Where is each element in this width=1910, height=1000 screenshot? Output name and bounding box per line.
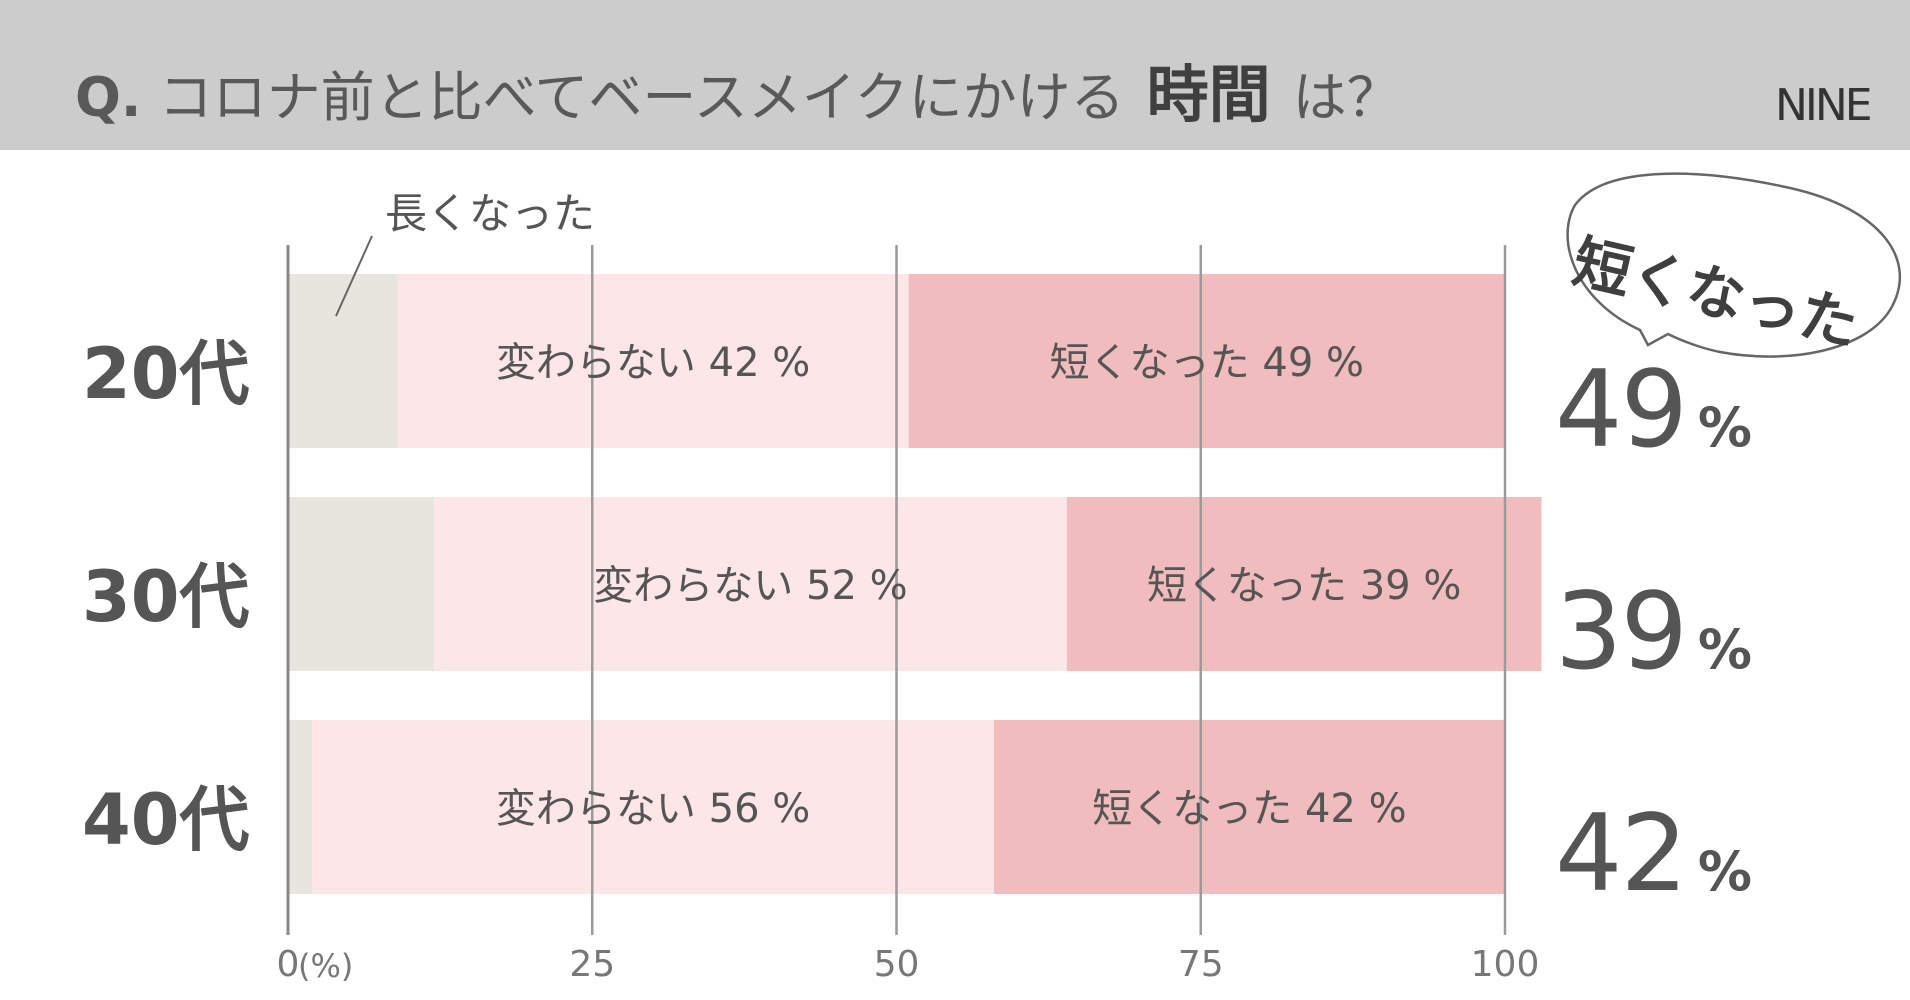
- segment-label-unchanged-20s: 変わらない 42 %: [496, 340, 810, 386]
- speech-bubble: [1566, 172, 1902, 358]
- bar-shorter-20s: [908, 274, 1505, 448]
- segment-label-shorter-30s: 短くなった 39 %: [1147, 563, 1461, 609]
- bar-longer-40s: [288, 720, 313, 894]
- bar-unchanged-30s: [434, 497, 1067, 671]
- highlight-percent-30s: 39%: [1555, 570, 1752, 693]
- highlight-value: 42: [1555, 792, 1688, 915]
- segment-label-unchanged-30s: 変わらない 52 %: [593, 563, 907, 609]
- x-tick-label-50: 50: [873, 944, 920, 985]
- highlight-value: 49: [1555, 348, 1688, 471]
- title-text: コロナ前と比べてベースメイクにかける: [158, 66, 1125, 129]
- bar-longer-30s: [288, 497, 435, 671]
- x-tick-label-25: 25: [569, 944, 616, 985]
- x-unit-label: (%): [298, 947, 354, 985]
- bar-shorter-40s: [993, 720, 1505, 894]
- segment-label-shorter-20s: 短くなった 49 %: [1050, 340, 1364, 386]
- title-emphasis: 時間: [1146, 58, 1271, 131]
- page-title: Q. コロナ前と比べてベースメイクにかける 時間 は？: [75, 44, 1401, 134]
- highlight-percent-40s: 42%: [1555, 792, 1752, 915]
- title-suffix: は？: [1292, 66, 1401, 129]
- x-tick-label-75: 75: [1177, 944, 1224, 985]
- highlight-unit: %: [1697, 618, 1752, 681]
- highlight-value: 39: [1555, 570, 1688, 693]
- brand-logo: NINE: [1775, 80, 1873, 131]
- bar-shorter-30s: [1066, 497, 1542, 671]
- row-label-40s: 40代: [82, 779, 250, 861]
- segment-label-unchanged-40s: 変わらない 56 %: [496, 786, 810, 832]
- highlight-percent-20s: 49%: [1555, 348, 1752, 471]
- highlight-unit: %: [1697, 396, 1752, 459]
- x-tick-label-100: 100: [1470, 944, 1540, 985]
- title-prefix: Q.: [75, 66, 142, 129]
- callout-label-longer: 長くなった: [385, 189, 596, 238]
- callout-leader-line: [335, 235, 373, 317]
- x-tick-label-0: 0: [276, 944, 300, 985]
- segment-label-shorter-40s: 短くなった 42 %: [1092, 786, 1406, 832]
- highlight-unit: %: [1697, 840, 1752, 903]
- row-label-30s: 30代: [82, 556, 250, 638]
- row-label-20s: 20代: [82, 333, 250, 415]
- bar-unchanged-40s: [312, 720, 994, 894]
- bar-unchanged-20s: [397, 274, 909, 448]
- title-bar: Q. コロナ前と比べてベースメイクにかける 時間 は？ NINE: [0, 0, 1910, 150]
